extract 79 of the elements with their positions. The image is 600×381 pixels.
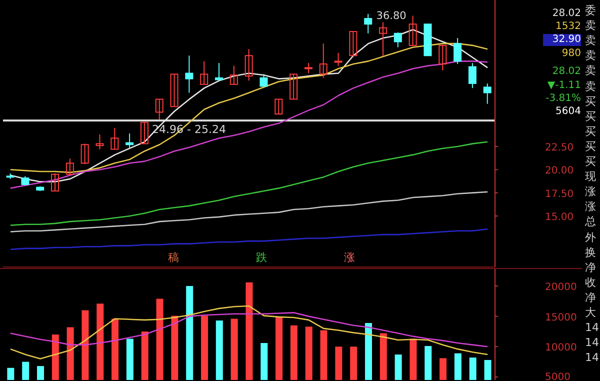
line-series — [10, 228, 488, 250]
text: 外 — [585, 230, 596, 244]
text: 收 — [585, 276, 596, 289]
line-series — [10, 141, 488, 226]
text: 净 — [585, 290, 596, 304]
candlestick — [155, 98, 164, 120]
text: 卖 — [585, 49, 596, 62]
y-tick-label: 5000 — [545, 372, 570, 381]
text: 买 — [585, 155, 596, 168]
candlestick — [170, 74, 178, 108]
text: 涨 — [585, 185, 596, 198]
candlestick — [304, 62, 312, 74]
line-series — [10, 312, 488, 348]
candlestick — [140, 122, 148, 144]
candlestick — [230, 65, 238, 85]
candlestick — [185, 55, 194, 94]
text: 14: — [585, 336, 600, 350]
text: 32.90 — [543, 34, 581, 46]
candlestick — [468, 62, 476, 89]
text: 换 — [585, 246, 596, 259]
candlestick — [126, 133, 134, 149]
candlestick — [80, 143, 89, 165]
annotation: 涨 — [344, 251, 355, 264]
text: 卖 — [585, 34, 596, 48]
candlestick — [334, 52, 342, 66]
annotation: 36.80 — [376, 10, 406, 22]
candlestick — [349, 31, 358, 56]
text: 买 — [585, 140, 596, 153]
y-tick-label: 20000 — [545, 282, 577, 293]
candlestick — [244, 48, 253, 82]
y-tick-label: 10000 — [545, 342, 577, 354]
text: 14: — [585, 321, 600, 334]
text: 1532 — [554, 21, 581, 33]
candlestick — [21, 176, 30, 186]
text: 卖 — [585, 80, 596, 92]
candlestick — [379, 22, 388, 56]
candlestick — [260, 74, 268, 87]
candlestick — [438, 44, 447, 71]
text: 28.02 — [551, 8, 581, 20]
text: 28.02 — [551, 66, 581, 78]
text: 买 — [585, 110, 596, 123]
line-series — [10, 191, 488, 232]
candlestick — [319, 43, 328, 78]
annotation: 跌 — [256, 251, 267, 264]
text: 980 — [560, 48, 581, 60]
y-tick-label: 22.50 — [545, 142, 574, 154]
annotation: 稿 — [168, 251, 179, 264]
text: 总 — [585, 215, 596, 228]
candlestick — [454, 38, 462, 64]
candlestick — [408, 15, 417, 46]
text: 委 — [585, 4, 596, 17]
text: 现 — [585, 170, 596, 184]
y-tick-label: 17.50 — [545, 188, 574, 200]
y-tick-label: 15.00 — [545, 212, 574, 224]
candlestick — [200, 60, 208, 85]
y-tick-label: 15000 — [545, 312, 577, 324]
candlestick — [66, 158, 74, 176]
text: 买 — [585, 124, 596, 138]
text: 5604 — [554, 106, 581, 118]
y-tick-label: 20.00 — [545, 166, 574, 177]
text: 净 — [585, 260, 596, 274]
candlestick — [364, 13, 372, 34]
text: ▼-1.11 — [546, 80, 581, 92]
text: 买 — [585, 94, 596, 108]
text: 涨 — [585, 200, 596, 214]
candlestick — [110, 127, 119, 150]
candlestick — [483, 82, 492, 104]
text: -3.81% — [544, 93, 581, 105]
text: 大 — [585, 306, 596, 319]
text: 卖 — [585, 64, 596, 78]
candlestick — [394, 32, 402, 48]
candlestick — [96, 134, 104, 150]
candlestick — [290, 74, 298, 100]
text: 卖 — [585, 19, 596, 32]
candlestick — [51, 172, 60, 192]
candlestick — [274, 98, 283, 115]
candlestick — [215, 62, 224, 82]
text: 14: — [585, 351, 600, 364]
line-series — [10, 305, 488, 360]
